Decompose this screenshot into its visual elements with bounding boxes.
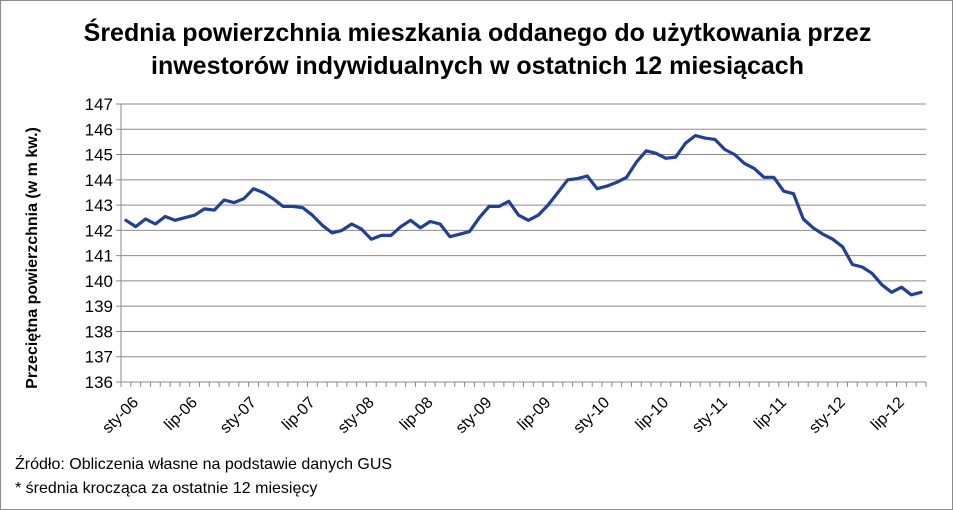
y-tick-label: 136 — [85, 373, 113, 392]
y-tick-label: 137 — [85, 348, 113, 367]
y-tick-labels: 136 137 138 139 140 141 142 143 144 145 146 147 — [85, 95, 113, 392]
x-tick-label: lip-11 — [751, 394, 790, 433]
series-layer — [124, 134, 923, 297]
x-tick-label: sty-06 — [99, 394, 142, 437]
chart-title-line-2: inwestorów indywidualnych w ostatnich 12… — [151, 52, 804, 80]
footnote: * średnia krocząca za ostatnie 12 miesię… — [15, 480, 318, 497]
chart-title: Średnia powierzchnia mieszkania oddanego… — [1, 17, 953, 83]
x-tick-label: lip-10 — [633, 394, 673, 434]
y-tick-label: 146 — [85, 120, 113, 139]
y-tick-label: 145 — [85, 146, 113, 165]
x-tick-label: sty-08 — [335, 394, 378, 437]
axes — [116, 103, 927, 387]
x-tick-label: sty-11 — [689, 394, 731, 436]
y-tick-label: 147 — [85, 95, 113, 114]
x-tick-label: lip-09 — [515, 394, 555, 434]
y-tick-label: 143 — [85, 196, 113, 215]
series-line — [124, 134, 923, 297]
y-tick-label: 142 — [85, 221, 113, 240]
x-tick-labels: sty-06 lip-06 sty-07 lip-07 sty-08 lip-08 sty-… — [99, 394, 908, 437]
x-tick-label: sty-12 — [806, 394, 849, 437]
x-tick-label: lip-08 — [397, 394, 437, 434]
y-tick-label: 139 — [85, 297, 113, 316]
y-tick-label: 144 — [85, 171, 113, 190]
x-tick-label: lip-07 — [279, 394, 319, 434]
x-tick-label: sty-10 — [570, 394, 613, 437]
gridlines — [121, 103, 926, 358]
y-tick-label: 141 — [85, 247, 113, 266]
chart-title-line-1: Średnia powierzchnia mieszkania oddanego… — [83, 19, 872, 47]
y-axis-label: Przeciętna powierzchnia (w m kw.) — [24, 127, 41, 389]
x-tick-label: sty-07 — [217, 394, 260, 437]
y-tick-label: 140 — [85, 272, 113, 291]
y-tick-label: 138 — [85, 322, 113, 341]
source-note: Źródło: Obliczenia własne na podstawie d… — [15, 456, 393, 473]
x-tick-label: lip-06 — [161, 394, 201, 434]
x-tick-label: sty-09 — [453, 394, 496, 437]
x-tick-label: lip-12 — [868, 394, 908, 434]
